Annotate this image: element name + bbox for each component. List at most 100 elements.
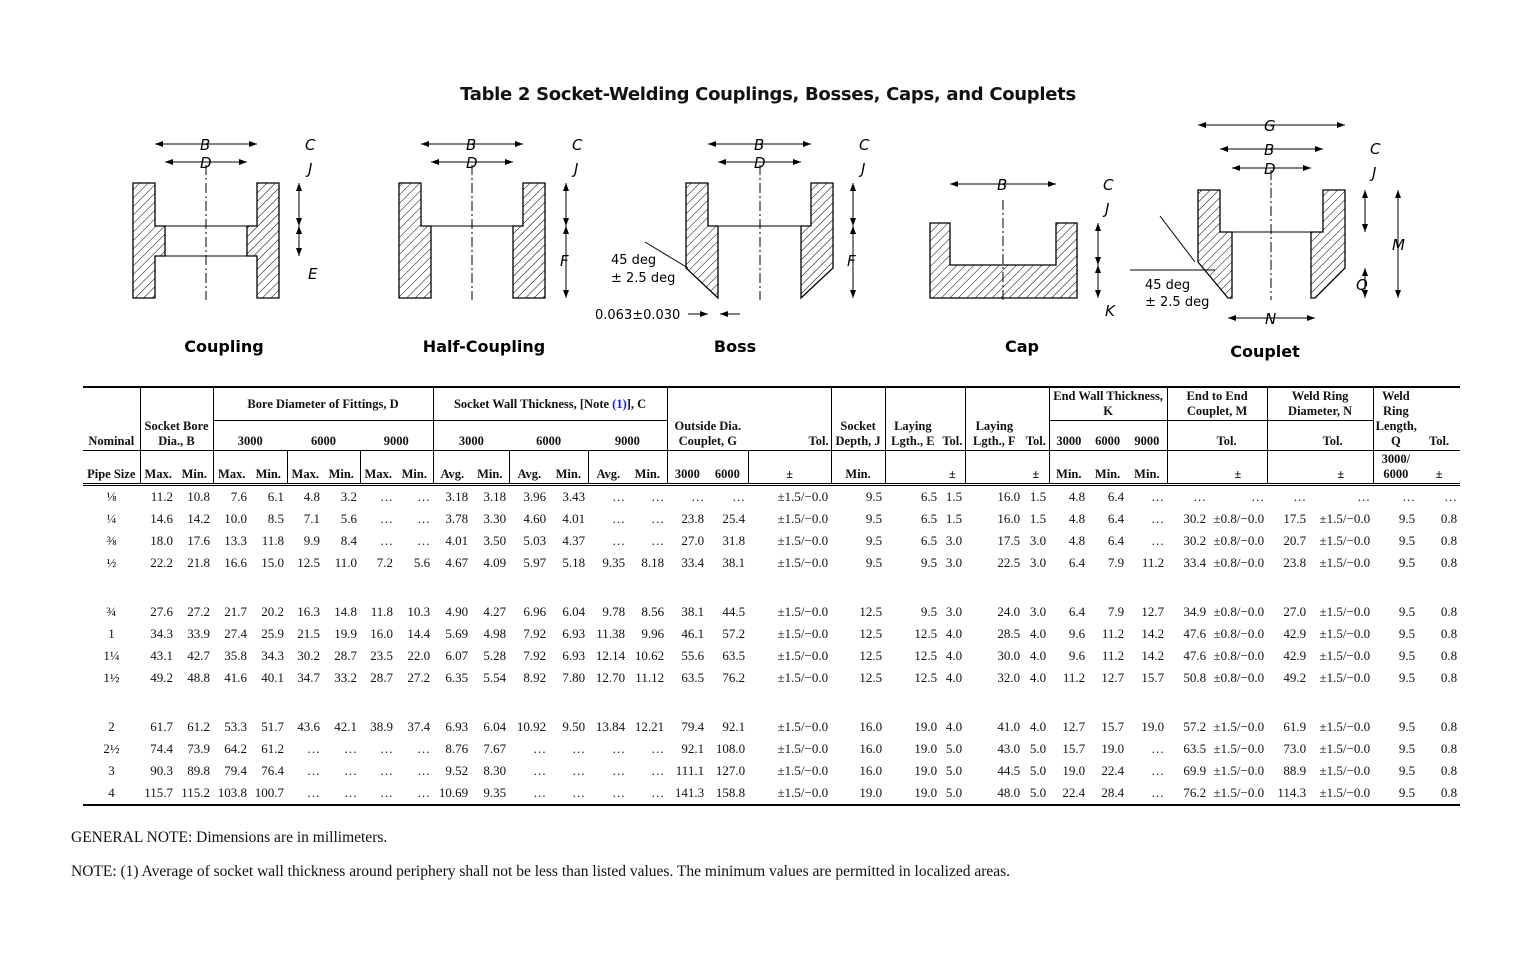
value-cell: 38.9 — [370, 719, 393, 734]
dim-label-q: Q — [1356, 276, 1368, 294]
value-cell: 16.0 — [859, 741, 883, 756]
value-cell: 44.5 — [997, 763, 1021, 778]
value-cell: 5.0 — [1029, 741, 1047, 756]
subheader-cell: Min. — [549, 450, 589, 486]
dim-label-j: J — [858, 160, 865, 178]
coupling-drawing — [132, 182, 280, 299]
value-cell: 8.56 — [641, 604, 665, 619]
value-cell: ±0.8/−0.0 — [1213, 511, 1265, 526]
value-cell: 20.7 — [1283, 533, 1307, 548]
couplet-angle-tol: ± 2.5 deg — [1145, 295, 1209, 310]
value-cell: 10.8 — [187, 489, 210, 504]
value-cell: ±1.5/−0.0 — [1319, 533, 1371, 548]
subheader-cell — [884, 450, 941, 486]
value-cell: … — [533, 741, 547, 756]
value-cell: 12.5 — [859, 626, 883, 641]
value-cell: 6.5 — [920, 489, 938, 504]
value-cell: 9.5 — [920, 604, 938, 619]
value-cell: 9.9 — [303, 533, 320, 548]
dim-label-b: B — [754, 136, 764, 154]
dim-label-c: C — [1370, 140, 1381, 158]
half-coupling-drawing — [398, 182, 546, 299]
header-class: 6000 — [509, 420, 589, 451]
dim-label-b: B — [466, 136, 476, 154]
boss-angle-tol: ± 2.5 deg — [611, 271, 675, 286]
value-cell: 37.4 — [407, 719, 431, 734]
value-cell: 55.6 — [681, 648, 705, 663]
value-cell: 11.38 — [596, 626, 626, 641]
table-row: ⅛ 11.2 10.8 7.6 6.1 4.8 3.2 … … 3.18 3.18 3.96 3.43 …… — [83, 485, 1460, 509]
table-title: Table 2 Socket-Welding Couplings, Bosses… — [460, 84, 1076, 105]
value-cell: 4.67 — [445, 555, 469, 570]
value-cell: 57.2 — [1183, 719, 1207, 734]
header-nominal: Nominal — [83, 386, 140, 451]
table-row: ¾ 27.6 27.2 21.7 20.2 16.3 14.8 11.8 10.3 4.90 4.2… — [83, 601, 1460, 623]
value-cell: 9.5 — [865, 533, 883, 548]
header-n-tol: Tol. — [1266, 420, 1374, 451]
header-class: 9000 — [1127, 420, 1168, 451]
value-cell: 6.4 — [1107, 533, 1125, 548]
value-cell: 11.2 — [1062, 670, 1086, 685]
value-cell: 1.5 — [945, 489, 963, 504]
value-cell: 46.1 — [681, 626, 705, 641]
value-cell: … — [1151, 741, 1165, 756]
value-cell: 33.4 — [1183, 555, 1207, 570]
value-cell: 7.6 — [230, 489, 247, 504]
note-1-link[interactable]: (1) — [612, 396, 627, 411]
boss-angle-label: 45 deg — [611, 253, 656, 268]
header-outside-dia: Outside Dia. Couplet, G — [666, 386, 749, 451]
value-cell: ±1.5/−0.0 — [777, 533, 829, 548]
value-cell: … — [651, 511, 665, 526]
value-cell: … — [344, 741, 357, 756]
header-laying-e: Laying Lgth., E — [884, 386, 941, 451]
dim-label-d: D — [1264, 160, 1276, 178]
value-cell: … — [1151, 533, 1165, 548]
value-cell: ±1.5/−0.0 — [748, 782, 832, 806]
value-cell: 6.1 — [267, 489, 284, 504]
subheader-cell: 3000/ 6000 — [1372, 450, 1419, 486]
header-class: 3000 — [432, 420, 510, 451]
value-cell: 5.28 — [483, 648, 507, 663]
value-cell: … — [612, 741, 626, 756]
value-cell: … — [417, 533, 431, 548]
table-row: 1 34.3 33.9 27.4 25.9 21.5 19.9 16.0 14.4 5.69 4.9… — [83, 623, 1460, 645]
value-cell: 18.0 — [150, 533, 173, 548]
value-cell: 42.9 — [1283, 626, 1307, 641]
value-cell: 4.0 — [945, 626, 963, 641]
value-cell: 43.1 — [150, 648, 173, 663]
table-row: 1¼ 43.1 42.7 35.8 34.3 30.2 28.7 23.5 22.0 6.07 5.… — [83, 645, 1460, 667]
value-cell: 31.8 — [722, 533, 746, 548]
subheader-cell — [964, 450, 1024, 486]
value-cell: 41.6 — [224, 670, 247, 685]
value-cell: … — [1357, 489, 1371, 504]
value-cell: … — [417, 763, 431, 778]
value-cell: 14.2 — [1141, 626, 1165, 641]
value-cell: 9.5 — [1398, 555, 1416, 570]
value-cell: 69.9 — [1183, 763, 1207, 778]
value-cell: 8.92 — [523, 670, 547, 685]
value-cell: 9.5 — [920, 555, 938, 570]
value-cell: … — [417, 489, 431, 504]
value-cell: 79.4 — [224, 763, 247, 778]
dim-label-c: C — [305, 136, 316, 154]
value-cell: 5.6 — [340, 511, 357, 526]
value-cell: 4.0 — [1029, 719, 1047, 734]
value-cell: 22.4 — [1101, 763, 1125, 778]
value-cell: 1.5 — [1029, 511, 1047, 526]
value-cell: 30.2 — [1183, 511, 1207, 526]
value-cell: 11.8 — [261, 533, 284, 548]
dimensions-table: Nominal Socket Bore Dia., B Bore Diamete… — [83, 386, 1461, 806]
value-cell: 100.7 — [250, 782, 287, 806]
value-cell: 6.93 — [562, 626, 586, 641]
value-cell: ±1.5/−0.0 — [1213, 719, 1265, 734]
value-cell: … — [380, 489, 393, 504]
value-cell: 3.78 — [445, 511, 469, 526]
value-cell: 0.8 — [1440, 511, 1458, 526]
value-cell: 42.1 — [334, 719, 357, 734]
value-cell: 63.5 — [722, 648, 746, 663]
value-cell: ±1.5/−0.0 — [1319, 763, 1371, 778]
value-cell: 14.8 — [334, 604, 357, 619]
value-cell: 7.9 — [1107, 555, 1125, 570]
value-cell: 34.3 — [261, 648, 284, 663]
value-cell: 19.0 — [914, 741, 938, 756]
